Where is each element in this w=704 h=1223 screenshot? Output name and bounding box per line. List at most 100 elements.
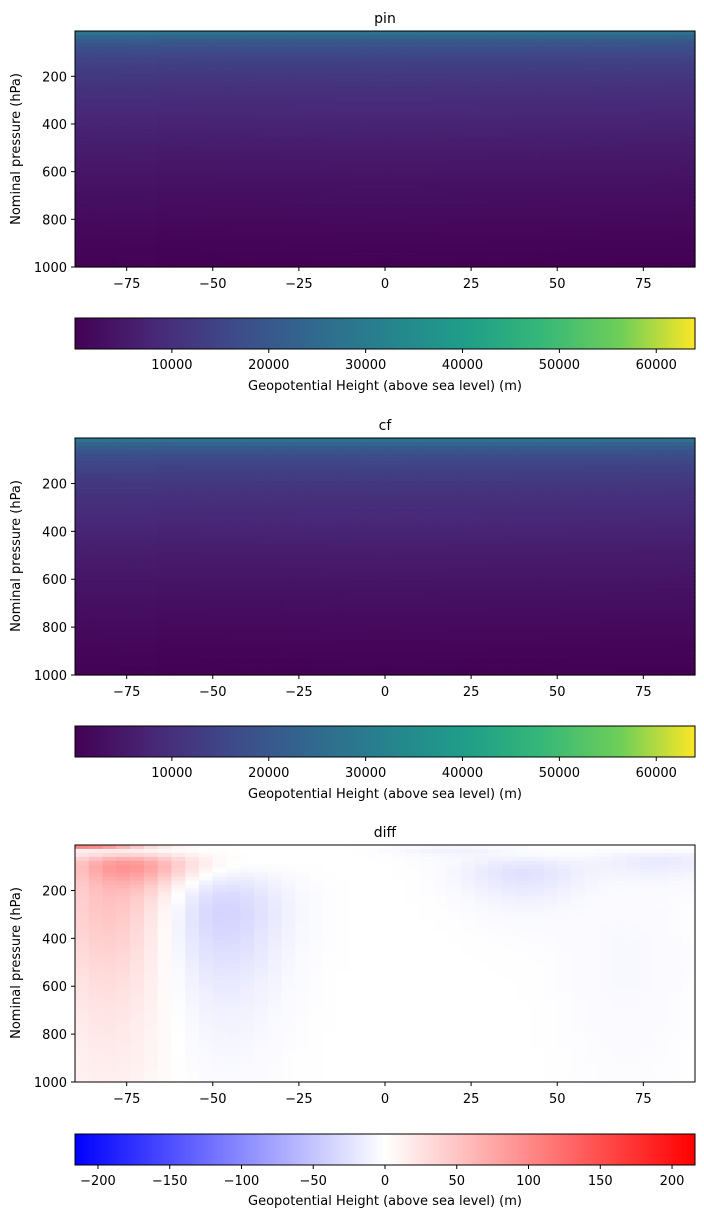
heatmap-cell xyxy=(116,196,130,201)
heatmap-cell xyxy=(171,513,185,518)
heatmap-cell xyxy=(475,243,489,248)
heatmap-cell xyxy=(89,576,103,581)
heatmap-cell xyxy=(130,243,144,248)
heatmap-cell xyxy=(282,208,296,213)
heatmap-cell xyxy=(585,51,599,56)
heatmap-cell xyxy=(599,588,613,593)
heatmap-cell xyxy=(144,114,158,119)
heatmap-cell xyxy=(475,110,489,115)
heatmap-cell xyxy=(309,509,323,514)
heatmap-cell xyxy=(571,564,585,569)
heatmap-cell xyxy=(571,173,585,178)
heatmap-cell xyxy=(667,584,681,589)
heatmap-cell xyxy=(543,98,557,103)
heatmap-cell xyxy=(571,466,585,471)
heatmap-cell xyxy=(282,533,296,538)
heatmap-cell xyxy=(461,628,475,633)
heatmap-cell xyxy=(185,177,199,182)
heatmap-cell xyxy=(433,557,447,562)
heatmap-cell xyxy=(158,564,172,569)
heatmap-cell xyxy=(502,533,516,538)
heatmap-cell xyxy=(406,604,420,609)
heatmap-cell xyxy=(254,628,268,633)
heatmap-cell xyxy=(103,568,117,573)
heatmap-cell xyxy=(378,184,392,189)
heatmap-cell xyxy=(130,47,144,52)
heatmap-cell xyxy=(351,466,365,471)
heatmap-cell xyxy=(392,137,406,142)
heatmap-cell xyxy=(419,517,433,522)
heatmap-cell xyxy=(543,31,557,36)
heatmap-cell xyxy=(585,517,599,522)
heatmap-cell xyxy=(640,509,654,514)
heatmap-cell xyxy=(530,243,544,248)
heatmap-cell xyxy=(199,501,213,506)
heatmap-cell xyxy=(213,74,227,79)
heatmap-cell xyxy=(171,580,185,585)
heatmap-cell xyxy=(337,458,351,463)
heatmap-cell xyxy=(475,133,489,138)
heatmap-cell xyxy=(309,493,323,498)
heatmap-cell xyxy=(282,204,296,209)
heatmap-cell xyxy=(158,505,172,510)
heatmap-cell xyxy=(75,106,89,111)
heatmap-cell xyxy=(516,545,530,550)
heatmap-cell xyxy=(626,588,640,593)
heatmap-cell xyxy=(599,184,613,189)
heatmap-cell xyxy=(654,529,668,534)
heatmap-cell xyxy=(75,110,89,115)
heatmap-cell xyxy=(89,161,103,166)
heatmap-cell xyxy=(626,55,640,60)
heatmap-cell xyxy=(419,177,433,182)
heatmap-cell xyxy=(75,446,89,451)
heatmap-cell xyxy=(502,31,516,36)
heatmap-cell xyxy=(571,568,585,573)
heatmap-cell xyxy=(364,177,378,182)
heatmap-cell xyxy=(378,564,392,569)
heatmap-cell xyxy=(309,232,323,237)
heatmap-cell xyxy=(543,497,557,502)
heatmap-cell xyxy=(419,572,433,577)
heatmap-cell xyxy=(612,173,626,178)
heatmap-cell xyxy=(158,145,172,150)
heatmap-cell xyxy=(116,224,130,229)
heatmap-cell xyxy=(406,616,420,621)
heatmap-cell xyxy=(447,74,461,79)
heatmap-cell xyxy=(419,133,433,138)
heatmap-cell xyxy=(612,86,626,91)
heatmap-cell xyxy=(626,501,640,506)
heatmap-cell xyxy=(309,513,323,518)
heatmap-cell xyxy=(654,224,668,229)
heatmap-cell xyxy=(433,474,447,479)
heatmap-cell xyxy=(406,243,420,248)
heatmap-cell xyxy=(488,232,502,237)
heatmap-cell xyxy=(447,133,461,138)
heatmap-cell xyxy=(309,596,323,601)
heatmap-cell xyxy=(433,576,447,581)
heatmap-cell xyxy=(502,129,516,134)
heatmap-cell xyxy=(337,74,351,79)
heatmap-cell xyxy=(461,169,475,174)
heatmap-cell xyxy=(667,239,681,244)
heatmap-cell xyxy=(268,110,282,115)
heatmap-cell xyxy=(612,616,626,621)
heatmap-cell xyxy=(612,620,626,625)
heatmap-cell xyxy=(667,576,681,581)
heatmap-cell xyxy=(516,70,530,75)
heatmap-cell xyxy=(447,51,461,56)
heatmap-cell xyxy=(254,216,268,221)
heatmap-cell xyxy=(612,592,626,597)
heatmap-cell xyxy=(654,493,668,498)
heatmap-cell xyxy=(392,184,406,189)
heatmap-cell xyxy=(626,568,640,573)
x-tick-label: 25 xyxy=(463,277,480,292)
heatmap-cell xyxy=(640,493,654,498)
heatmap-cell xyxy=(571,470,585,475)
heatmap-cell xyxy=(447,149,461,154)
heatmap-cell xyxy=(585,620,599,625)
heatmap-cell xyxy=(240,505,254,510)
heatmap-cell xyxy=(406,208,420,213)
heatmap-cell xyxy=(144,59,158,64)
heatmap-cell xyxy=(516,462,530,467)
heatmap-cell xyxy=(406,255,420,260)
